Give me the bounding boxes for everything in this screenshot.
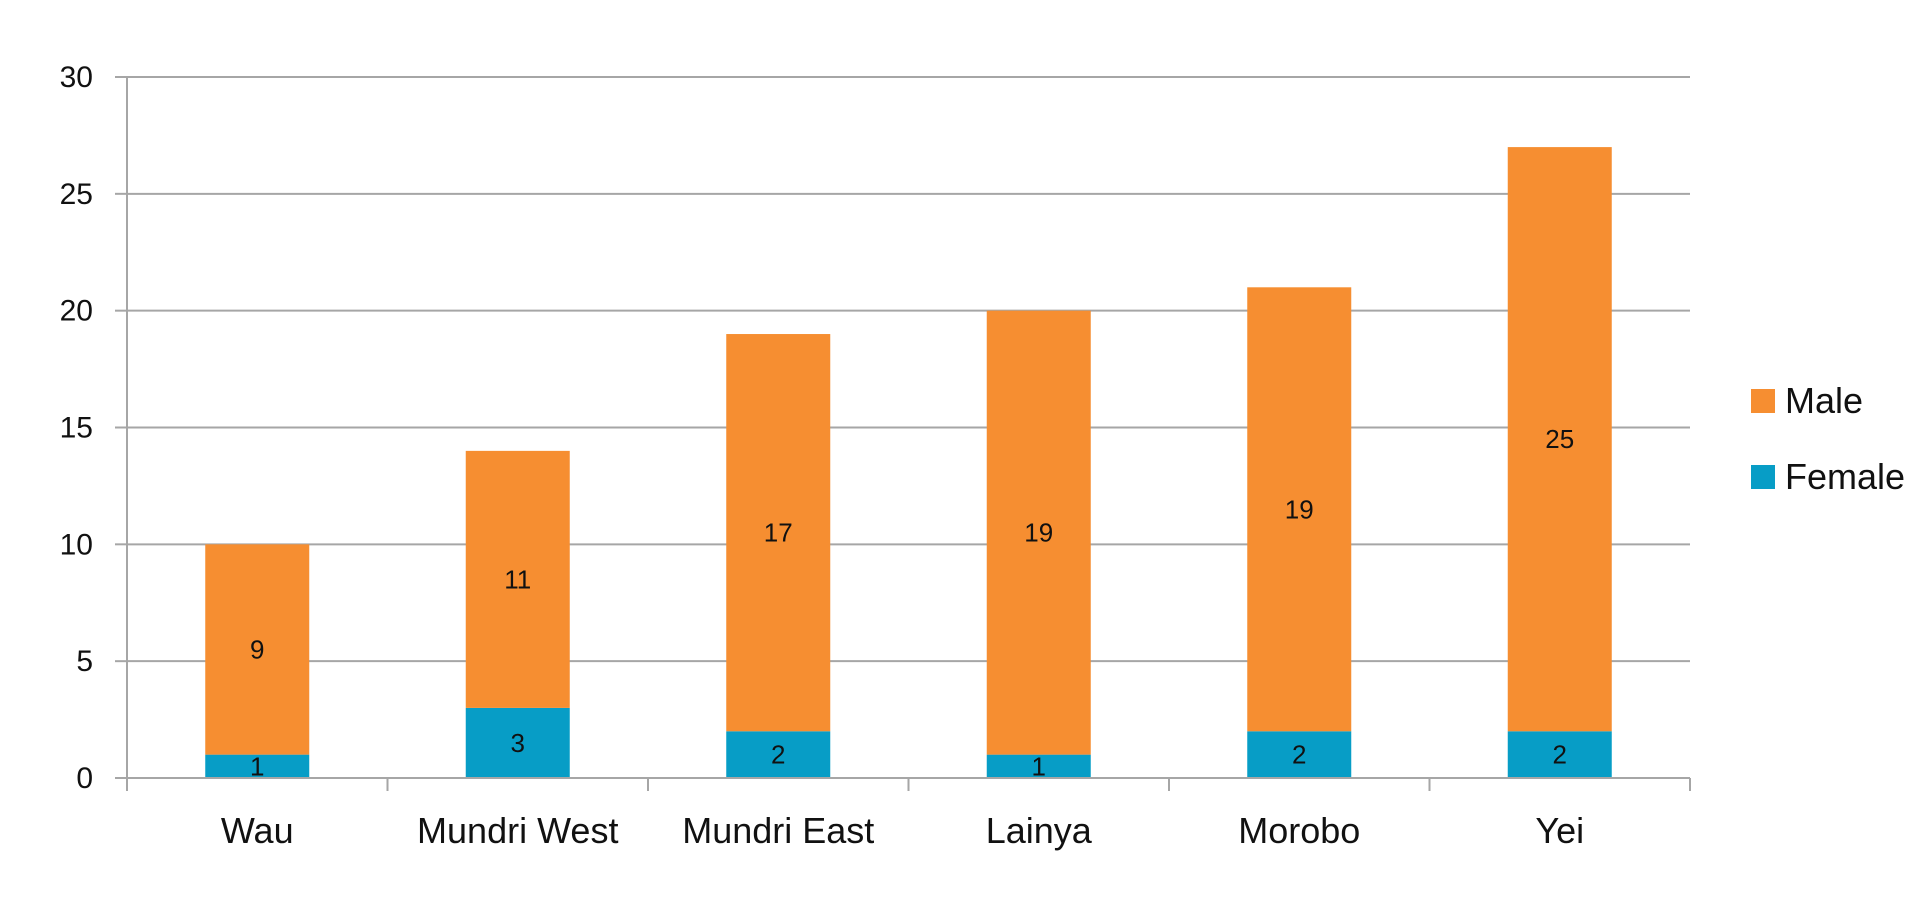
legend: Male Female bbox=[1751, 380, 1905, 497]
bar-male-yei bbox=[1507, 147, 1612, 732]
data-label: 2 bbox=[771, 740, 785, 770]
bar-female-lainya bbox=[986, 754, 1091, 778]
y-tick-label: 5 bbox=[76, 645, 93, 678]
data-label: 11 bbox=[504, 564, 531, 594]
x-category-label: Morobo bbox=[1238, 810, 1360, 851]
data-label: 1 bbox=[1032, 751, 1046, 781]
bars bbox=[205, 147, 1612, 778]
data-label: 1 bbox=[250, 751, 264, 781]
legend-swatch-male bbox=[1751, 389, 1775, 413]
data-label: 19 bbox=[1024, 518, 1053, 548]
data-label: 9 bbox=[250, 634, 264, 664]
data-label: 2 bbox=[1292, 740, 1306, 770]
y-tick-label: 30 bbox=[60, 61, 93, 94]
bar-male-lainya bbox=[986, 310, 1091, 755]
bar-female-morobo bbox=[1247, 731, 1352, 778]
legend-label-male: Male bbox=[1785, 380, 1863, 421]
bar-male-wau bbox=[205, 544, 310, 755]
legend-swatch-female bbox=[1751, 465, 1775, 489]
legend-label-female: Female bbox=[1785, 456, 1905, 497]
y-tick-label: 25 bbox=[60, 178, 93, 211]
bar-male-mundri-east bbox=[726, 334, 831, 732]
x-category-label: Lainya bbox=[986, 810, 1093, 851]
x-category-label: Mundri West bbox=[417, 810, 618, 851]
gridlines bbox=[127, 76, 1690, 663]
y-tick-label: 0 bbox=[76, 762, 93, 795]
data-label: 3 bbox=[511, 728, 525, 758]
y-tick-label: 15 bbox=[60, 412, 93, 445]
data-label: 25 bbox=[1545, 424, 1574, 454]
data-label: 2 bbox=[1553, 740, 1567, 770]
y-tick-label: 20 bbox=[60, 295, 93, 328]
x-category-label: Mundri East bbox=[682, 810, 874, 851]
data-label: 17 bbox=[764, 518, 793, 548]
bar-female-mundri-east bbox=[726, 731, 831, 778]
y-tick-label: 10 bbox=[60, 528, 93, 561]
bar-male-mundri-west bbox=[465, 450, 570, 708]
bar-female-wau bbox=[205, 754, 310, 778]
bar-female-mundri-west bbox=[465, 707, 570, 778]
axes: 0 5 10 15 20 25 30 Wau Mundri West Mundri East Lai… bbox=[60, 61, 1691, 851]
bar-female-yei bbox=[1507, 731, 1612, 778]
data-label: 19 bbox=[1285, 494, 1314, 524]
x-category-label: Yei bbox=[1535, 810, 1584, 851]
bar-male-morobo bbox=[1247, 287, 1352, 732]
x-category-label: Wau bbox=[221, 810, 294, 851]
